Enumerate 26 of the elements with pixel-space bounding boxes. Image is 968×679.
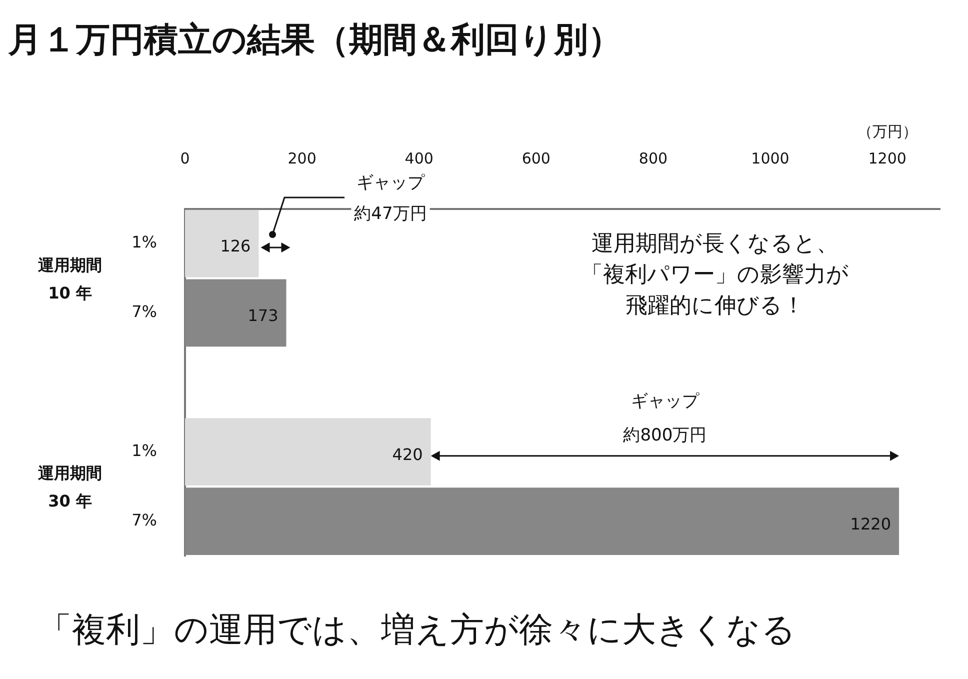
bar bbox=[185, 418, 431, 486]
y-tick-label: 7% bbox=[132, 510, 157, 530]
y-tick-label: 1% bbox=[132, 232, 157, 252]
x-tick-label: 400 bbox=[404, 150, 434, 168]
annotation: ギャップ約47万円 bbox=[354, 172, 427, 224]
bar bbox=[185, 279, 286, 347]
x-tick-label: 0 bbox=[180, 150, 190, 168]
y-tick-label: 7% bbox=[132, 302, 157, 322]
x-tick-label: 600 bbox=[522, 150, 550, 168]
text: 運用期間 10 年 bbox=[37, 255, 102, 302]
data-label: 173 bbox=[248, 306, 278, 326]
data-label: 1220 bbox=[850, 514, 892, 534]
annotation: ギャップ約800万円 bbox=[623, 391, 707, 446]
x-tick-label: 200 bbox=[288, 150, 316, 168]
text: 「複利」の運用では、増え方が徐々に大きくなる bbox=[38, 610, 796, 650]
text: 運用期間 30 年 bbox=[37, 464, 102, 511]
data-label: 126 bbox=[220, 236, 251, 256]
x-tick-label: 1200 bbox=[868, 150, 906, 168]
y-tick-label: 1% bbox=[132, 440, 157, 460]
x-axis-title: （万円） bbox=[857, 122, 918, 141]
x-tick-label: 800 bbox=[638, 150, 668, 168]
x-tick-label: 1000 bbox=[751, 150, 790, 168]
bar bbox=[185, 488, 900, 555]
data-label: 420 bbox=[392, 444, 423, 464]
bar bbox=[185, 210, 259, 278]
annotation: 運用期間が長くなると、「複利パワー」の影響力が飛躍的に伸びる！ bbox=[581, 232, 849, 319]
